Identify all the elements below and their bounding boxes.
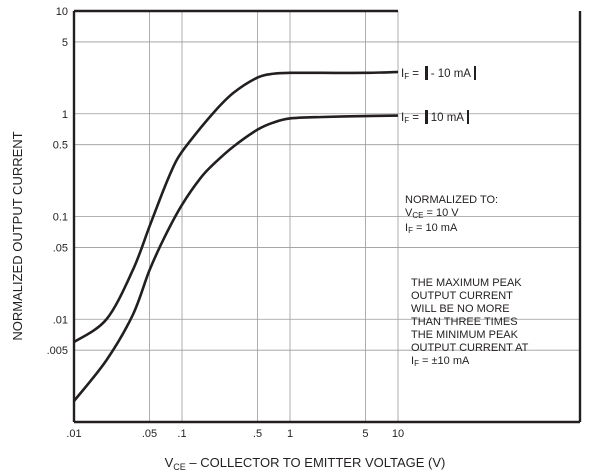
curve-label-10ma: IF = 10 mA — [401, 110, 472, 125]
max-note-line: THE MINIMUM PEAK — [411, 329, 518, 341]
abs-bar-right — [473, 66, 477, 80]
curve-label-minus-10ma: IF = - 10 mA — [401, 66, 479, 81]
abs-bar-left — [425, 110, 428, 124]
series-line-minus-10ma — [73, 70, 399, 344]
y-tick-label: 0.5 — [53, 140, 68, 152]
y-tick-label: .01 — [53, 314, 68, 326]
y-tick-label: 1 — [62, 109, 68, 121]
x-tick-label: 10 — [392, 428, 404, 440]
max-current-note: THE MAXIMUM PEAK OUTPUT CURRENT WILL BE … — [411, 277, 528, 370]
y-tick-label: .005 — [47, 345, 68, 357]
max-note-line: OUTPUT CURRENT — [411, 290, 513, 302]
y-tick-label: 10 — [56, 6, 68, 18]
y-tick-label: .05 — [53, 242, 68, 254]
data-curves — [72, 70, 399, 402]
normalized-note: NORMALIZED TO: VCE = 10 V IF = 10 mA — [405, 194, 498, 237]
y-tick-label: 5 — [62, 37, 68, 49]
series-line-10ma — [72, 114, 399, 402]
abs-bar-right — [466, 110, 470, 124]
plot-frame — [72, 9, 582, 424]
normalized-note-title: NORMALIZED TO: — [405, 194, 499, 206]
x-axis-label: VCE – COLLECTOR TO EMITTER VOLTAGE (V) — [165, 455, 446, 472]
abs-bar-left — [425, 66, 428, 80]
x-tick-label: 5 — [362, 428, 368, 440]
x-tick-label: .05 — [142, 428, 157, 440]
x-tick-label: .01 — [66, 428, 81, 440]
x-tick-label: .1 — [177, 428, 186, 440]
x-tick-label: 1 — [287, 428, 293, 440]
x-tick-labels: .01 .05 .1 .5 1 5 10 — [66, 428, 404, 440]
normalized-note-vce: VCE = 10 V — [405, 207, 459, 220]
max-note-line: WILL BE NO MORE — [411, 303, 510, 315]
max-note-line: THE MAXIMUM PEAK — [411, 277, 522, 289]
normalized-note-if: IF = 10 mA — [405, 222, 458, 235]
max-note-line: THAN THREE TIMES — [411, 316, 518, 328]
max-note-line: OUTPUT CURRENT AT — [411, 342, 529, 354]
y-axis-label: NORMALIZED OUTPUT CURRENT — [10, 131, 25, 340]
x-tick-label: .5 — [253, 428, 262, 440]
y-tick-labels: 10 5 1 0.5 0.1 .05 .01 .005 — [47, 6, 68, 357]
y-tick-label: 0.1 — [53, 212, 68, 224]
max-note-last-line: IF = ±10 mA — [411, 355, 470, 368]
